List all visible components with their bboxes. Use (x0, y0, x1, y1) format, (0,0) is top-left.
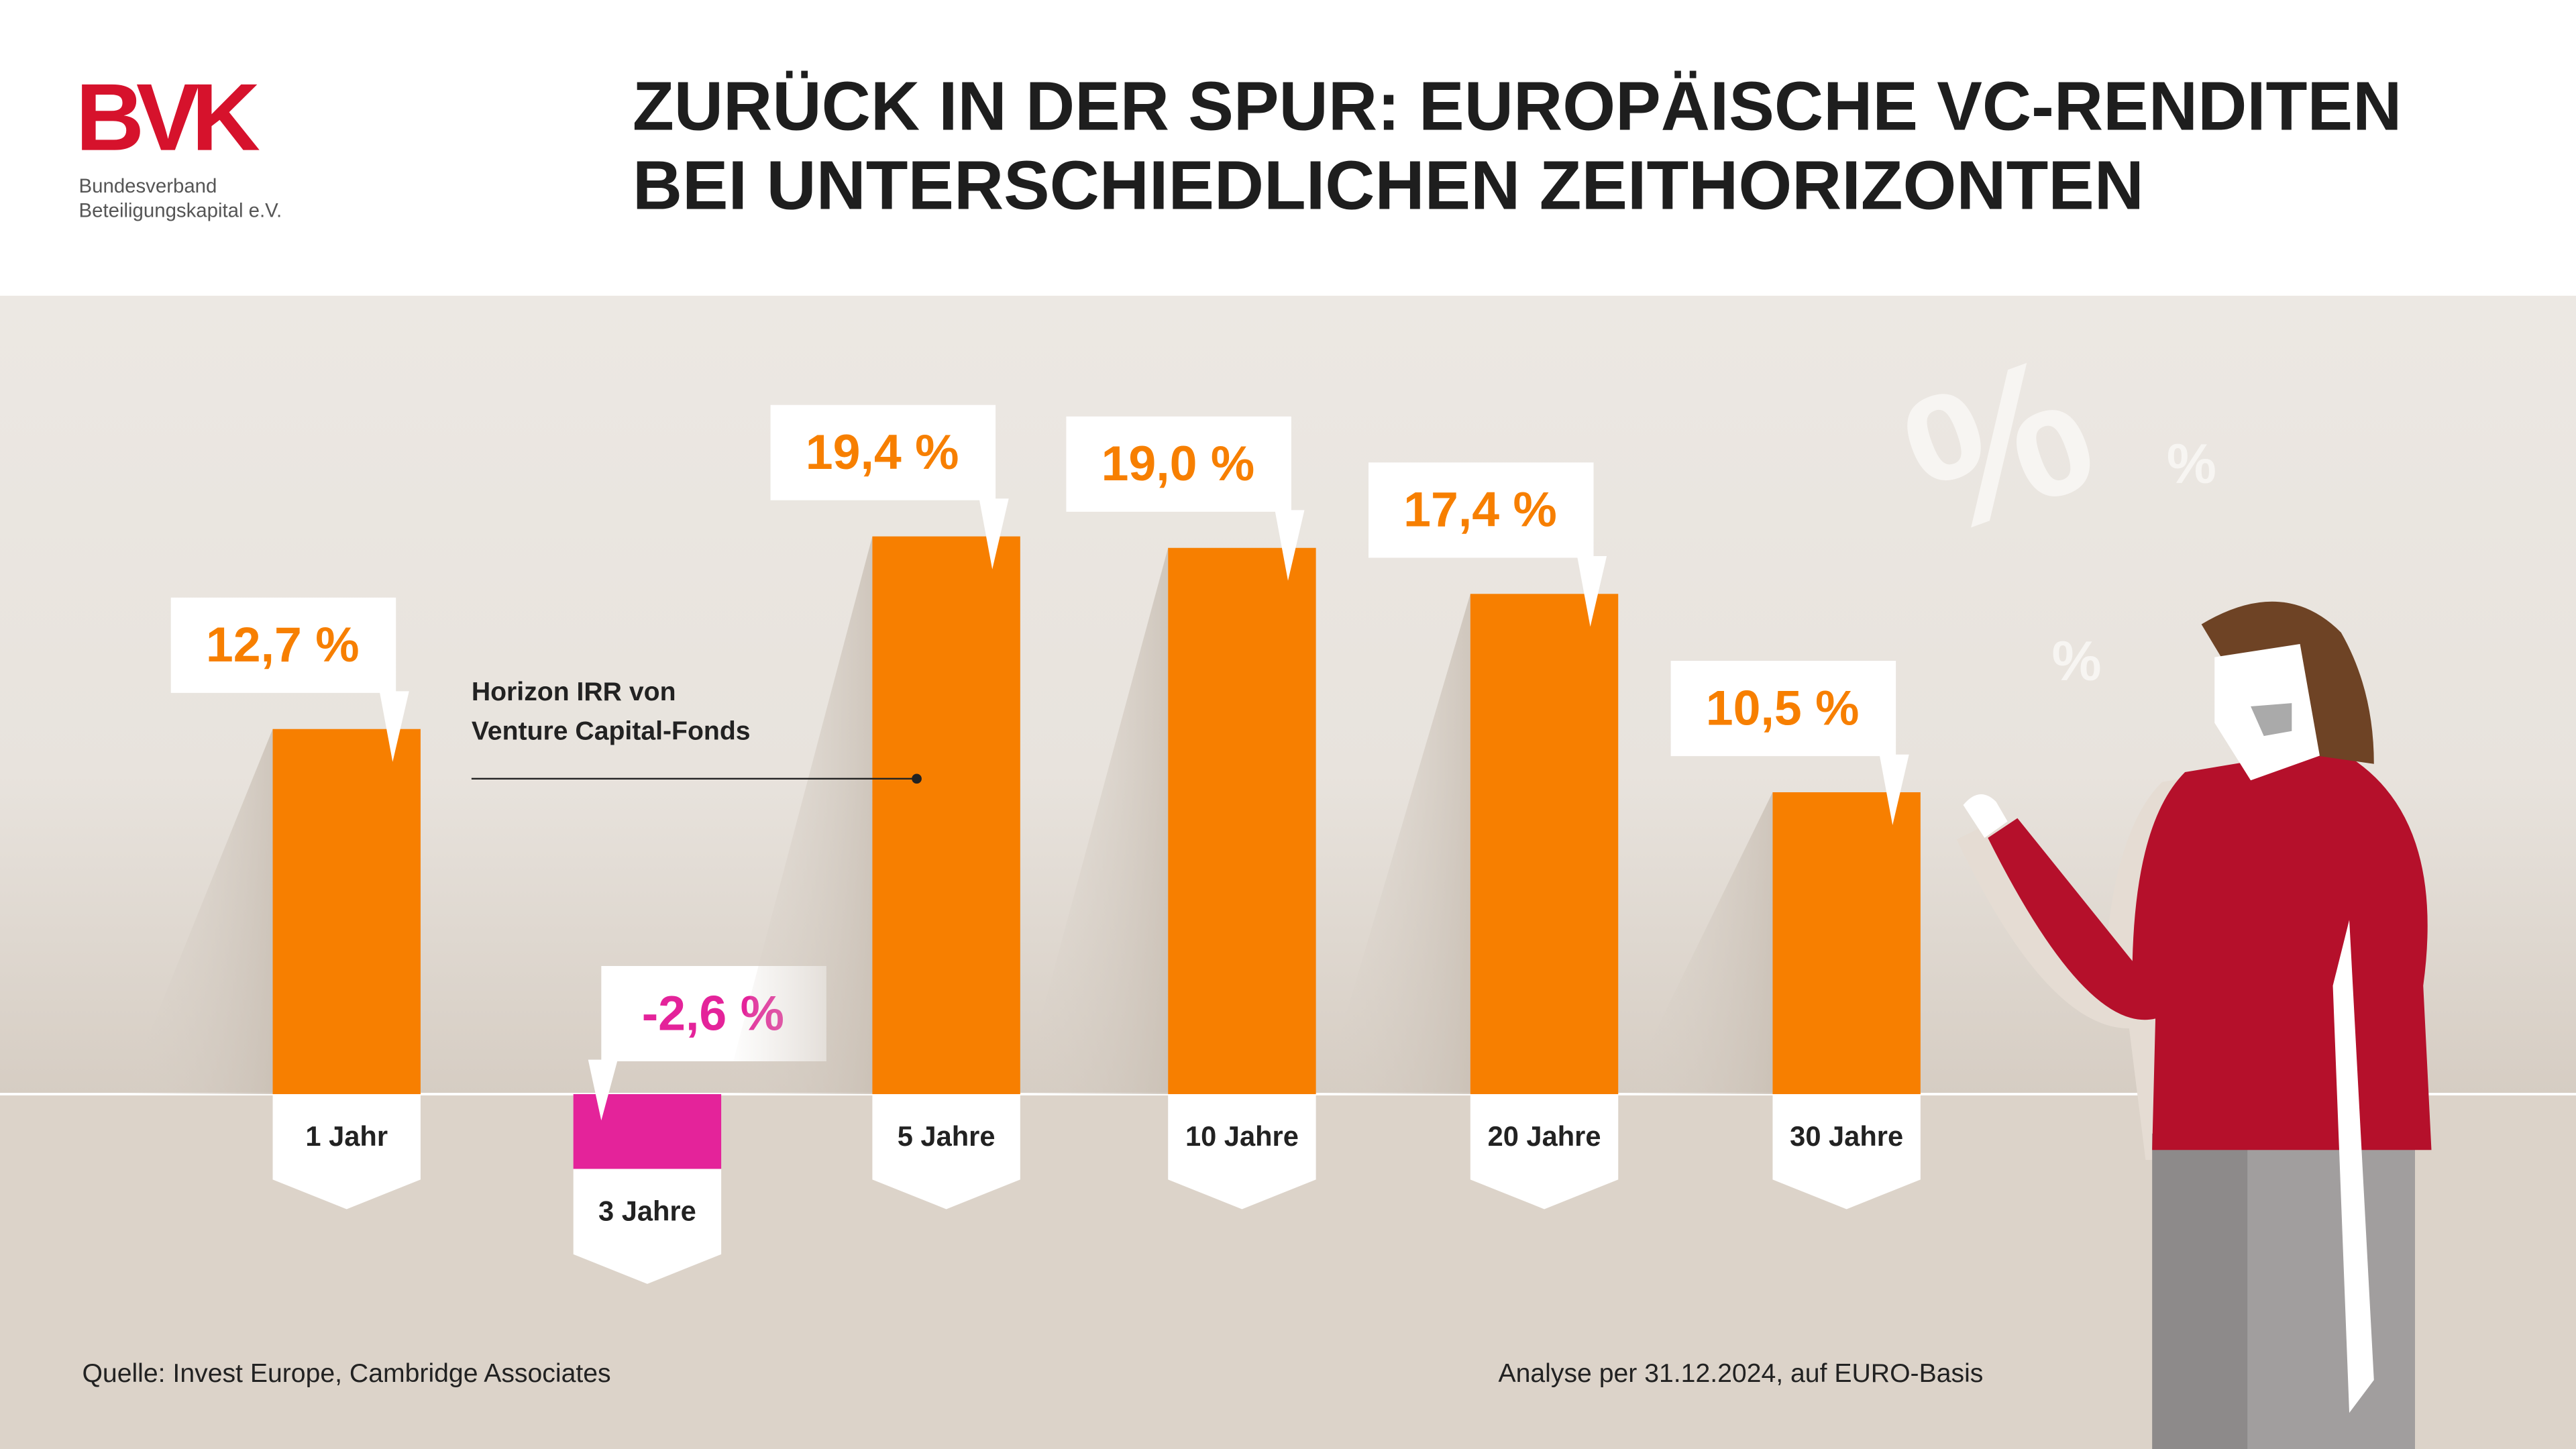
logo: BVK (76, 64, 260, 171)
category-tag (1168, 1094, 1316, 1210)
annotation-dot (912, 773, 922, 784)
x-tick-label: 20 Jahre (1488, 1120, 1601, 1152)
decor-percent: % (2167, 433, 2216, 495)
person (1956, 601, 2432, 1449)
bar (1772, 792, 1921, 1095)
label-box (1066, 416, 1291, 512)
label-pointer (1275, 510, 1305, 581)
value-label: 17,4 % (1403, 482, 1557, 537)
label-box (1368, 462, 1594, 558)
x-tick-label: 30 Jahre (1790, 1120, 1903, 1152)
x-tick-label: 5 Jahre (898, 1120, 996, 1152)
annotation: Venture Capital-Fonds (472, 717, 751, 746)
category-tag (1470, 1094, 1619, 1210)
value-label: 19,0 % (1102, 435, 1255, 491)
label-pointer (1879, 754, 1909, 825)
header-bg (0, 0, 2576, 296)
label-pointer (379, 691, 409, 762)
note: Analyse per 31.12.2024, auf EURO-Basis (1498, 1359, 1983, 1388)
bar-shadow (1625, 792, 1773, 1095)
value-label: 10,5 % (1706, 680, 1860, 735)
category-tag (573, 1169, 722, 1284)
label-box (770, 405, 996, 500)
value-label: 19,4 % (806, 424, 959, 480)
category-tag (872, 1094, 1020, 1210)
category-tag (1772, 1094, 1921, 1210)
x-tick-label: 10 Jahre (1185, 1120, 1299, 1152)
value-label: 12,7 % (206, 616, 360, 672)
annotation: Horizon IRR von (472, 678, 676, 706)
x-tick-label: 1 Jahr (305, 1120, 388, 1152)
chart-title: ZURÜCK IN DER SPUR: EUROPÄISCHE VC-RENDI… (633, 68, 2402, 145)
label-box (170, 597, 396, 693)
category-tag (272, 1094, 421, 1210)
bar (1168, 547, 1316, 1095)
logo-line: Bundesverband (79, 175, 217, 197)
label-pointer (588, 1059, 618, 1121)
bar-shadow (1020, 547, 1169, 1095)
decor-percent: % (2051, 630, 2101, 692)
bar-shadow (724, 536, 873, 1095)
bar (872, 536, 1020, 1095)
label-pointer (1577, 555, 1607, 627)
bar-shadow (125, 729, 273, 1095)
logo-line: Beteiligungskapital e.V. (79, 200, 282, 222)
source: Quelle: Invest Europe, Cambridge Associa… (82, 1359, 610, 1388)
chart-title: BEI UNTERSCHIEDLICHEN ZEITHORIZONTEN (633, 146, 2144, 223)
label-pointer (979, 498, 1009, 570)
label-box (1670, 661, 1896, 757)
bar (573, 1094, 722, 1169)
bar (272, 729, 421, 1095)
x-tick-label: 3 Jahre (598, 1195, 696, 1227)
bar (1470, 594, 1619, 1095)
